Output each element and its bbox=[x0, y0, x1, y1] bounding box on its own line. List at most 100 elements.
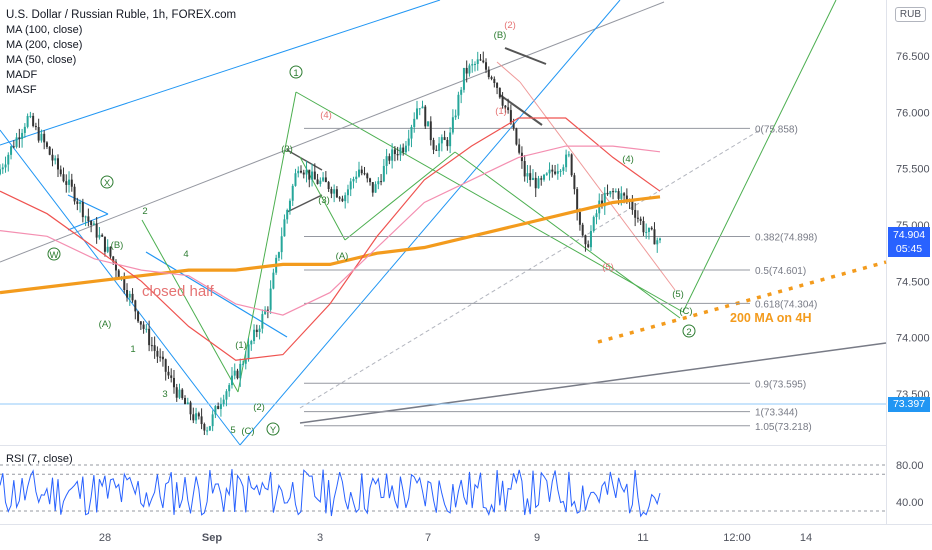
candle-body bbox=[449, 132, 452, 147]
candle-body bbox=[363, 173, 366, 175]
wave-label-circle bbox=[100, 175, 114, 189]
candle-body bbox=[501, 97, 504, 106]
candle-body bbox=[186, 402, 189, 405]
candle-body bbox=[32, 115, 35, 126]
rsi-pane[interactable]: 80.00 40.00 bbox=[0, 460, 924, 518]
wave-label: 2 bbox=[142, 206, 147, 217]
wave-label: (2) bbox=[253, 402, 265, 413]
candle-body bbox=[402, 147, 405, 153]
candle-body bbox=[250, 341, 253, 345]
wave-label-circle bbox=[682, 324, 696, 338]
candle-body bbox=[609, 191, 612, 195]
candle-body bbox=[581, 224, 584, 236]
candle-body bbox=[48, 146, 51, 155]
fibonacci-retracement[interactable]: 0(75.858) 0.382(74.898) 0.5(74.601) 0.618(7… bbox=[304, 124, 817, 433]
candle-body bbox=[338, 197, 341, 199]
candle-body bbox=[68, 179, 71, 185]
candle-body bbox=[523, 161, 526, 177]
candle-body bbox=[543, 174, 546, 180]
wave-label: 4 bbox=[183, 249, 188, 260]
candle-body bbox=[612, 191, 615, 193]
candle-body bbox=[192, 414, 195, 421]
candle-body bbox=[87, 216, 90, 222]
candle-body bbox=[106, 246, 109, 252]
candle-body bbox=[56, 158, 59, 170]
candle-body bbox=[206, 430, 209, 432]
wave-label: 5 bbox=[230, 425, 235, 436]
indicator-madf[interactable]: MADF bbox=[6, 69, 38, 81]
pennant-lower-line bbox=[286, 194, 323, 213]
candle-body bbox=[446, 139, 449, 147]
wave-label: (B) bbox=[494, 30, 507, 41]
candle-body bbox=[54, 158, 57, 161]
rsi-tick-label: 40.00 bbox=[896, 497, 924, 509]
candle-body bbox=[222, 399, 225, 405]
ma200-line bbox=[0, 195, 661, 295]
price-tick-label: 74.000 bbox=[896, 333, 930, 345]
candle-body bbox=[297, 170, 300, 174]
candle-body bbox=[614, 191, 617, 193]
candle-body bbox=[225, 391, 228, 400]
indicator-ma200[interactable]: MA (200, close) bbox=[6, 39, 83, 51]
candle-body bbox=[117, 270, 120, 278]
candle-body bbox=[578, 211, 581, 225]
time-axis[interactable]: 28 Sep 3 7 9 11 12:00 14 bbox=[99, 532, 812, 544]
candle-body bbox=[620, 193, 623, 199]
candle-body bbox=[286, 210, 289, 220]
candle-body bbox=[150, 345, 153, 347]
candle-body bbox=[562, 167, 565, 171]
fib-level-label: 1.05(73.218) bbox=[755, 422, 812, 433]
candle-body bbox=[23, 126, 26, 133]
symbol-title[interactable]: U.S. Dollar / Russian Ruble, 1h, FOREX.c… bbox=[6, 9, 237, 21]
candle-body bbox=[51, 154, 54, 161]
candle-body bbox=[4, 164, 7, 168]
candle-body bbox=[534, 177, 537, 189]
ma50-line bbox=[0, 145, 661, 316]
candle-body bbox=[645, 231, 648, 233]
ma200-4h-annotation: 200 MA on 4H bbox=[730, 311, 812, 325]
candle-body bbox=[255, 329, 258, 333]
candle-body bbox=[509, 110, 512, 124]
wave-label: (A) bbox=[336, 251, 349, 262]
candle-body bbox=[451, 117, 454, 133]
indicator-ma50[interactable]: MA (50, close) bbox=[6, 54, 77, 66]
candle-body bbox=[101, 234, 104, 237]
closed-half-annotation: closed half bbox=[142, 283, 215, 300]
candle-body bbox=[18, 137, 21, 140]
candle-body bbox=[396, 154, 399, 156]
candle-body bbox=[385, 156, 388, 166]
candle-body bbox=[142, 324, 145, 329]
candle-body bbox=[272, 272, 275, 289]
candle-body bbox=[349, 181, 352, 190]
candle-body bbox=[228, 385, 231, 392]
falling-channel-line bbox=[0, 129, 241, 446]
rsi-indicator-label[interactable]: RSI (7, close) bbox=[6, 453, 73, 465]
candle-body bbox=[29, 115, 32, 117]
candle-body bbox=[371, 182, 374, 193]
candle-body bbox=[137, 311, 140, 322]
candle-body bbox=[10, 146, 13, 155]
candle-body bbox=[429, 121, 432, 141]
candle-body bbox=[37, 127, 40, 141]
candle-body bbox=[214, 406, 217, 415]
candle-body bbox=[576, 189, 579, 212]
candle-body bbox=[485, 62, 488, 70]
candle-body bbox=[291, 185, 294, 201]
wave-label: Y bbox=[270, 425, 277, 436]
candle-body bbox=[410, 127, 413, 139]
candle-body bbox=[277, 252, 280, 258]
indicator-ma100[interactable]: MA (100, close) bbox=[6, 24, 83, 36]
wave-label: (1) bbox=[495, 106, 507, 117]
wave-label: (1) bbox=[235, 340, 247, 351]
indicator-masf[interactable]: MASF bbox=[6, 84, 37, 96]
candle-body bbox=[587, 244, 590, 248]
price-tick-label: 76.500 bbox=[896, 51, 930, 63]
candle-body bbox=[567, 154, 570, 156]
candle-body bbox=[388, 156, 391, 161]
currency-badge[interactable]: RUB bbox=[894, 7, 926, 22]
wave-label-circle bbox=[266, 422, 280, 436]
candle-body bbox=[418, 108, 421, 110]
ma100-line bbox=[0, 117, 661, 361]
candle-body bbox=[98, 234, 101, 238]
